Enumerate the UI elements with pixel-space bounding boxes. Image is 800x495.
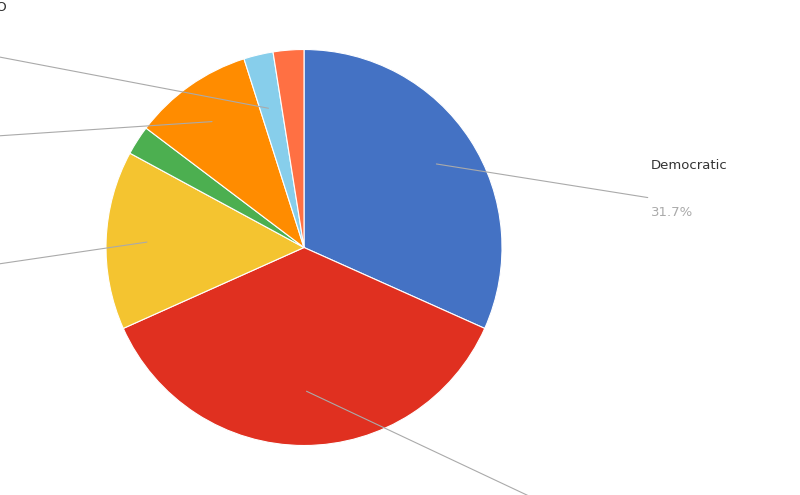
Wedge shape <box>106 153 304 328</box>
Text: Democratic: Democratic <box>650 159 727 172</box>
Text: 31.7%: 31.7% <box>650 206 693 219</box>
Text: Independent/O: Independent/O <box>0 1 8 14</box>
Wedge shape <box>130 128 304 248</box>
Wedge shape <box>244 52 304 248</box>
Wedge shape <box>273 50 304 248</box>
Wedge shape <box>123 248 485 446</box>
Wedge shape <box>304 50 502 328</box>
Wedge shape <box>146 59 304 248</box>
